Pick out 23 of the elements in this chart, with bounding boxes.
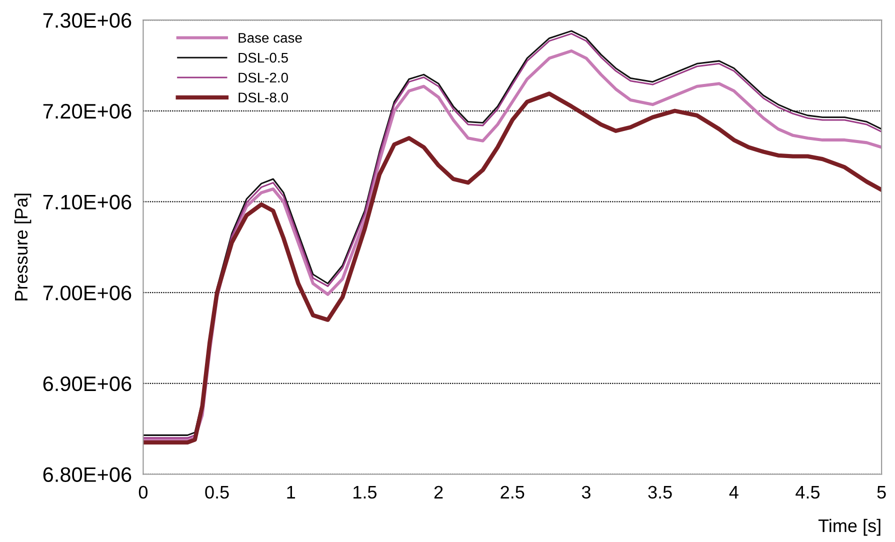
legend-label: DSL-8.0 xyxy=(238,92,288,102)
y-tick-label: 7.30E+06 xyxy=(43,13,132,28)
legend-label: DSL-0.5 xyxy=(238,52,288,63)
y-tick-label: 7.20E+06 xyxy=(43,104,132,119)
y-axis-title: Pressure [Pa] xyxy=(14,194,32,300)
x-tick-label: 3 xyxy=(582,486,590,499)
x-tick-label: 1.5 xyxy=(354,486,377,499)
legend-label: DSL-2.0 xyxy=(238,72,288,83)
legend-label: Base case xyxy=(238,33,302,43)
x-tick-label: 4.5 xyxy=(796,486,820,499)
x-tick-label: 3.5 xyxy=(648,486,672,499)
y-tick-label: 6.80E+06 xyxy=(43,467,132,482)
y-tick-label: 7.10E+06 xyxy=(43,194,132,210)
x-tick-label: 0 xyxy=(138,486,148,499)
x-tick-label: 2 xyxy=(434,486,443,498)
x-tick-label: 0.5 xyxy=(205,486,229,499)
x-tick-label: 5 xyxy=(877,486,886,499)
x-tick-label: 1 xyxy=(287,486,296,498)
x-tick-label: 4 xyxy=(729,486,738,498)
x-tick-label: 2.5 xyxy=(500,486,524,499)
y-tick-label: 7.00E+06 xyxy=(43,286,132,300)
x-axis-title: Time [s] xyxy=(818,518,880,536)
y-tick-label: 6.90E+06 xyxy=(43,376,132,392)
